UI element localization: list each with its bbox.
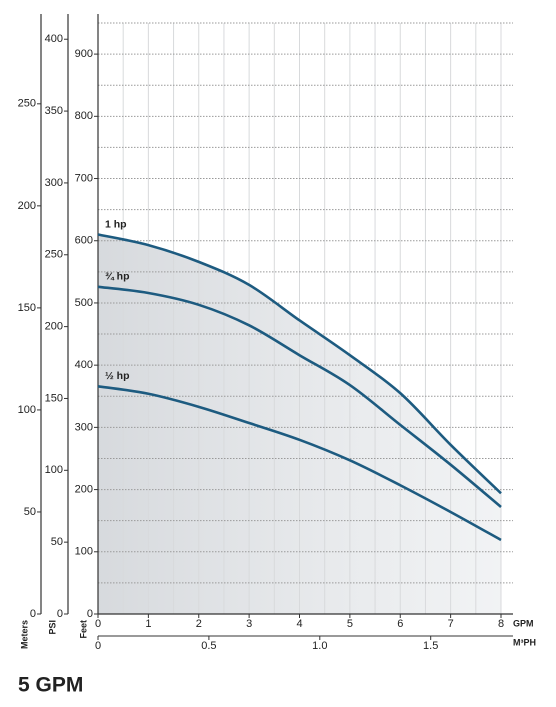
y-tick-label: 250 [45,249,63,261]
y-tick-label: 0 [30,608,36,620]
y-tick-label: 250 [18,98,36,110]
y-tick-label: 100 [45,464,63,476]
x2-tick-label: 1.0 [312,640,327,652]
curve-label: ¾ hp [105,271,130,283]
meters-axis-title: Meters [19,620,29,649]
x2-tick-label: 0 [95,640,101,652]
y-tick-label: 150 [45,392,63,404]
y-tick-label: 50 [51,536,63,548]
x-tick-label: 4 [296,618,302,630]
x-tick-label: 6 [397,618,403,630]
y-tick-label: 400 [75,359,93,371]
y-tick-label: 400 [45,33,63,45]
y-tick-label: 200 [75,483,93,495]
x-tick-label: 8 [498,618,504,630]
y-tick-label: 100 [18,404,36,416]
y-tick-label: 100 [75,546,93,558]
feet-axis-title: Feet [78,620,88,639]
y-tick-label: 0 [57,608,63,620]
y-tick-label: 50 [24,506,36,518]
y-tick-label: 600 [75,235,93,247]
x-axis-title: GPM [513,618,534,628]
y-tick-label: 800 [75,110,93,122]
x-tick-label: 0 [95,618,101,630]
x2-tick-label: 1.5 [423,640,438,652]
x-tick-label: 2 [196,618,202,630]
x2-tick-label: 0.5 [201,640,216,652]
y-tick-label: 900 [75,48,93,60]
curve-label: 1 hp [105,218,127,230]
y-tick-label: 350 [45,105,63,117]
curve [97,233,502,495]
x2-axis-title: M³PH [513,637,536,647]
x-tick-label: 7 [448,618,454,630]
y-tick-label: 300 [75,421,93,433]
curve-label: ½ hp [105,370,130,382]
y-tick-label: 150 [18,302,36,314]
curve [97,385,502,542]
y-tick-label: 0 [87,608,93,620]
y-tick-label: 300 [45,177,63,189]
curve [97,285,502,508]
psi-axis-title: PSI [47,620,57,635]
chart-title: 5 GPM [18,674,83,697]
x-tick-label: 5 [347,618,353,630]
x-tick-label: 1 [145,618,151,630]
y-tick-label: 200 [18,200,36,212]
y-tick-label: 700 [75,172,93,184]
y-tick-label: 200 [45,321,63,333]
y-tick-label: 500 [75,297,93,309]
x-tick-label: 3 [246,618,252,630]
